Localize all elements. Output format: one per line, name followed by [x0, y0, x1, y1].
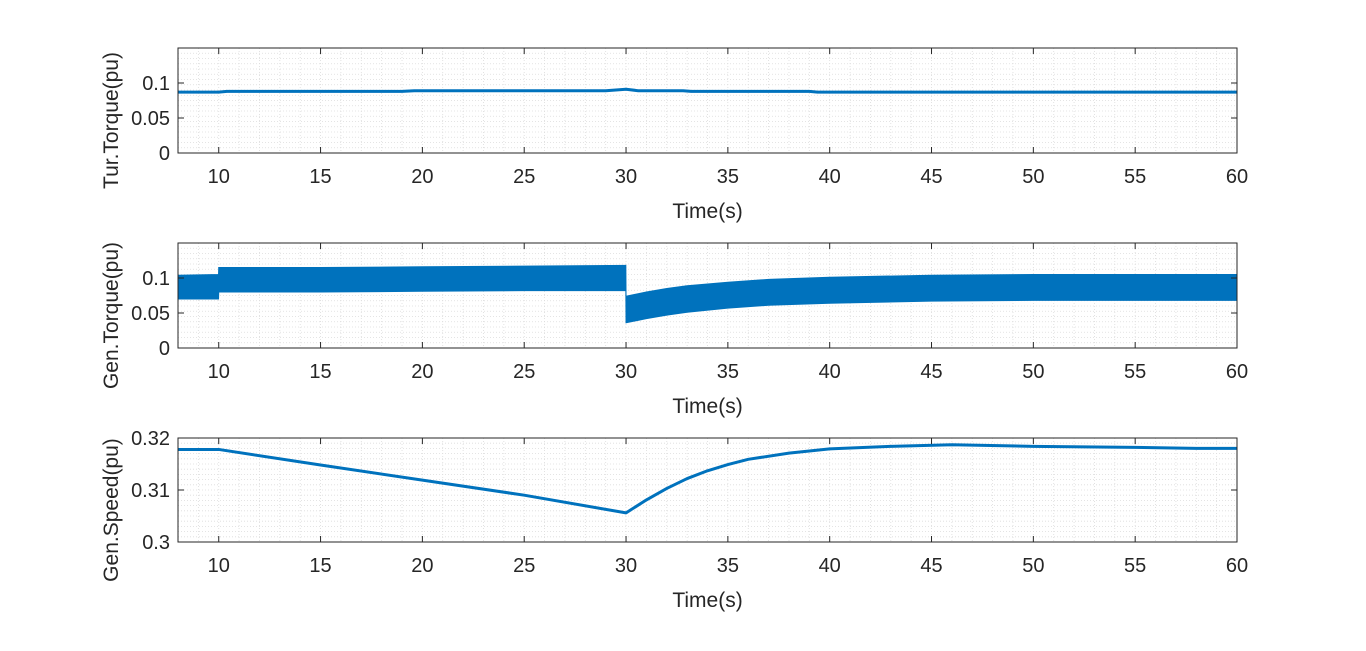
- x-tick-label: 60: [1226, 555, 1248, 577]
- x-tick-label: 60: [1226, 166, 1248, 188]
- x-tick-label: 50: [1022, 361, 1044, 383]
- series-band-1: [177, 264, 1238, 324]
- x-tick-label: 45: [920, 555, 942, 577]
- axes-box: [177, 242, 1238, 349]
- x-tick-label: 55: [1124, 555, 1146, 577]
- y-tick-label: 0.32: [131, 428, 170, 450]
- x-tick-label: 35: [717, 555, 739, 577]
- x-tick-label: 50: [1022, 555, 1044, 577]
- y-tick-label: 0: [159, 143, 170, 165]
- y-tick-label: 0.1: [142, 268, 170, 290]
- x-tick-label: 30: [615, 555, 637, 577]
- x-tick-label: 40: [819, 555, 841, 577]
- y-tick-label: 0.31: [131, 480, 170, 502]
- x-tick-label: 45: [920, 166, 942, 188]
- y-axis-label: Gen.Torque(pu): [100, 242, 123, 389]
- x-tick-label: 30: [615, 166, 637, 188]
- y-tick-label: 0.3: [142, 532, 170, 554]
- x-tick-label: 20: [411, 361, 433, 383]
- grid-lines: [177, 243, 1238, 348]
- x-tick-label: 10: [208, 555, 230, 577]
- x-tick-label: 40: [819, 361, 841, 383]
- x-tick-label: 15: [309, 555, 331, 577]
- x-tick-label: 25: [513, 361, 535, 383]
- x-axis-label: Time(s): [672, 395, 742, 418]
- y-axis-label: Tur.Torque(pu): [100, 52, 123, 189]
- y-tick-label: 0.1: [142, 73, 170, 95]
- y-axis-label: Gen.Speed(pu): [100, 438, 123, 582]
- y-tick-label: 0.05: [131, 108, 170, 130]
- x-tick-label: 15: [309, 361, 331, 383]
- x-tick-label: 60: [1226, 361, 1248, 383]
- x-axis-label: Time(s): [672, 200, 742, 223]
- x-tick-label: 55: [1124, 166, 1146, 188]
- x-tick-label: 25: [513, 166, 535, 188]
- chart-panel-1: 10 15 20 25 30 35 40 45 50 55 60 0 0.05 0.1 Time(s) Tur…: [100, 47, 1248, 223]
- y-tick-label: 0.05: [131, 303, 170, 325]
- grid-lines: [177, 438, 1238, 542]
- x-tick-label: 10: [208, 166, 230, 188]
- x-tick-label: 45: [920, 361, 942, 383]
- x-tick-label: 20: [411, 555, 433, 577]
- x-tick-label: 35: [717, 166, 739, 188]
- x-tick-label: 25: [513, 555, 535, 577]
- chart-panel-3: 10 15 20 25 30 35 40 45 50 55 60 0.3 0.31 0.32 Time(s)…: [100, 428, 1248, 612]
- grid-lines: [177, 48, 1238, 153]
- x-axis-label: Time(s): [672, 589, 742, 612]
- series-line-1: [178, 443, 1237, 515]
- x-tick-label: 15: [309, 166, 331, 188]
- x-tick-label: 20: [411, 166, 433, 188]
- x-tick-label: 35: [717, 361, 739, 383]
- x-tick-label: 50: [1022, 166, 1044, 188]
- chart-panel-2: 10 15 20 25 30 35 40 45 50 55 60 0 0.05 0.1 Time(s) Gen…: [100, 242, 1248, 418]
- y-tick-label: 0: [159, 338, 170, 360]
- x-tick-label: 30: [615, 361, 637, 383]
- axes-box: [177, 47, 1238, 154]
- x-tick-label: 55: [1124, 361, 1146, 383]
- x-tick-label: 40: [819, 166, 841, 188]
- x-tick-label: 10: [208, 361, 230, 383]
- series-line-1: [178, 87, 1237, 94]
